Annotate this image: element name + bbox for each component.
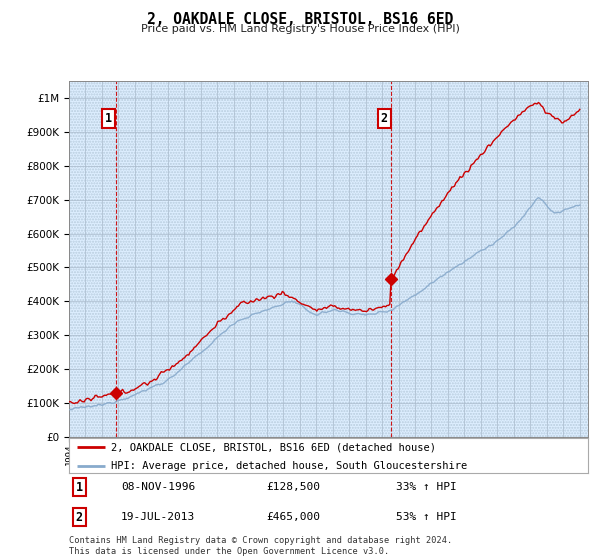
Text: 1: 1 — [76, 481, 83, 494]
Text: £128,500: £128,500 — [266, 482, 320, 492]
Text: 2, OAKDALE CLOSE, BRISTOL, BS16 6ED (detached house): 2, OAKDALE CLOSE, BRISTOL, BS16 6ED (det… — [110, 442, 436, 452]
Text: Contains HM Land Registry data © Crown copyright and database right 2024.
This d: Contains HM Land Registry data © Crown c… — [69, 536, 452, 556]
Text: HPI: Average price, detached house, South Gloucestershire: HPI: Average price, detached house, Sout… — [110, 460, 467, 470]
Text: 2, OAKDALE CLOSE, BRISTOL, BS16 6ED: 2, OAKDALE CLOSE, BRISTOL, BS16 6ED — [147, 12, 453, 27]
Text: 08-NOV-1996: 08-NOV-1996 — [121, 482, 195, 492]
Text: 19-JUL-2013: 19-JUL-2013 — [121, 512, 195, 522]
Text: Price paid vs. HM Land Registry's House Price Index (HPI): Price paid vs. HM Land Registry's House … — [140, 24, 460, 34]
Text: 1: 1 — [105, 112, 112, 125]
Text: 2: 2 — [381, 112, 388, 125]
Text: 33% ↑ HPI: 33% ↑ HPI — [396, 482, 457, 492]
Text: 2: 2 — [76, 511, 83, 524]
Text: 53% ↑ HPI: 53% ↑ HPI — [396, 512, 457, 522]
Text: £465,000: £465,000 — [266, 512, 320, 522]
